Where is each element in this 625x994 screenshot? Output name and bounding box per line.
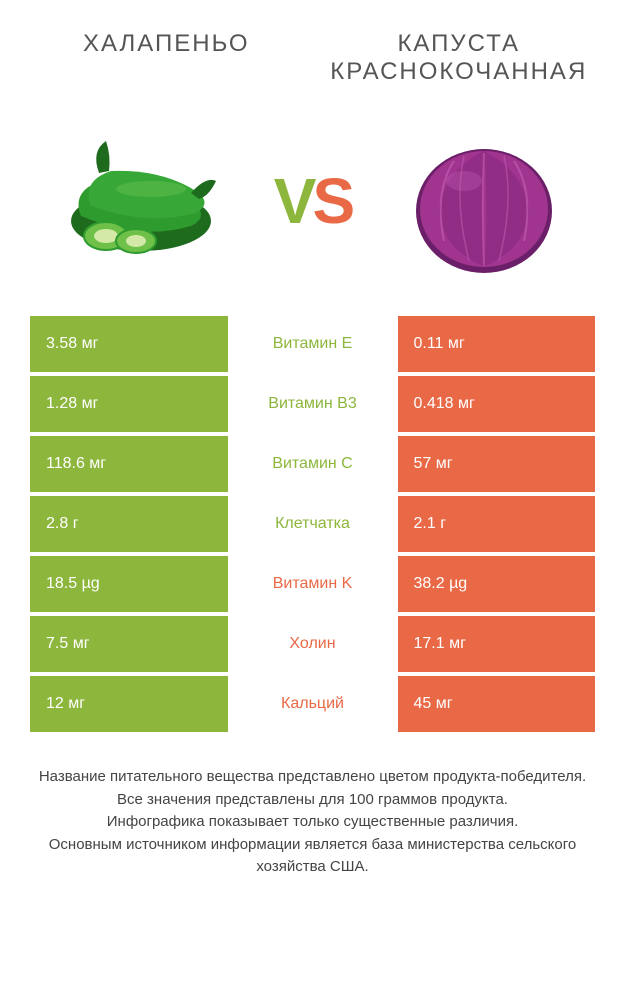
cell-mid: Витамин E [228, 316, 398, 372]
cell-right: 57 мг [398, 436, 596, 492]
cell-right: 17.1 мг [398, 616, 596, 672]
cell-left: 12 мг [30, 676, 228, 732]
cell-mid: Витамин C [228, 436, 398, 492]
cell-mid: Витамин K [228, 556, 398, 612]
cell-right: 2.1 г [398, 496, 596, 552]
cell-left: 18.5 µg [30, 556, 228, 612]
cell-left: 3.58 мг [30, 316, 228, 372]
comparison-table: 3.58 мгВитамин E0.11 мг1.28 мгВитамин B3… [0, 316, 625, 732]
cell-left: 2.8 г [30, 496, 228, 552]
vs-s: S [312, 164, 351, 238]
header-right: Капуста краснокочанная [313, 30, 606, 86]
footer-line-2: Все значения представлены для 100 граммо… [20, 789, 605, 812]
cell-mid: Кальций [228, 676, 398, 732]
cell-right: 45 мг [398, 676, 596, 732]
table-row: 2.8 гКлетчатка2.1 г [30, 496, 595, 552]
cell-mid: Витамин B3 [228, 376, 398, 432]
footer-line-3: Инфографика показывает только существенн… [20, 811, 605, 834]
vs-label: VS [274, 164, 351, 238]
footer-text: Название питательного вещества представл… [0, 736, 625, 879]
cabbage-image [394, 121, 574, 281]
images-row: VS [0, 96, 625, 316]
header-row: Халапеньо Капуста краснокочанная [0, 0, 625, 96]
footer-line-4: Основным источником информации является … [20, 834, 605, 879]
cell-right: 0.11 мг [398, 316, 596, 372]
table-row: 3.58 мгВитамин E0.11 мг [30, 316, 595, 372]
cell-left: 1.28 мг [30, 376, 228, 432]
header-left: Халапеньо [20, 30, 313, 86]
table-row: 12 мгКальций45 мг [30, 676, 595, 732]
cell-left: 7.5 мг [30, 616, 228, 672]
table-row: 118.6 мгВитамин C57 мг [30, 436, 595, 492]
cell-left: 118.6 мг [30, 436, 228, 492]
footer-line-1: Название питательного вещества представл… [20, 766, 605, 789]
jalapeno-image [51, 121, 231, 281]
cell-right: 38.2 µg [398, 556, 596, 612]
table-row: 1.28 мгВитамин B30.418 мг [30, 376, 595, 432]
vs-v: V [274, 164, 313, 238]
cell-right: 0.418 мг [398, 376, 596, 432]
cell-mid: Клетчатка [228, 496, 398, 552]
table-row: 7.5 мгХолин17.1 мг [30, 616, 595, 672]
cell-mid: Холин [228, 616, 398, 672]
table-row: 18.5 µgВитамин K38.2 µg [30, 556, 595, 612]
